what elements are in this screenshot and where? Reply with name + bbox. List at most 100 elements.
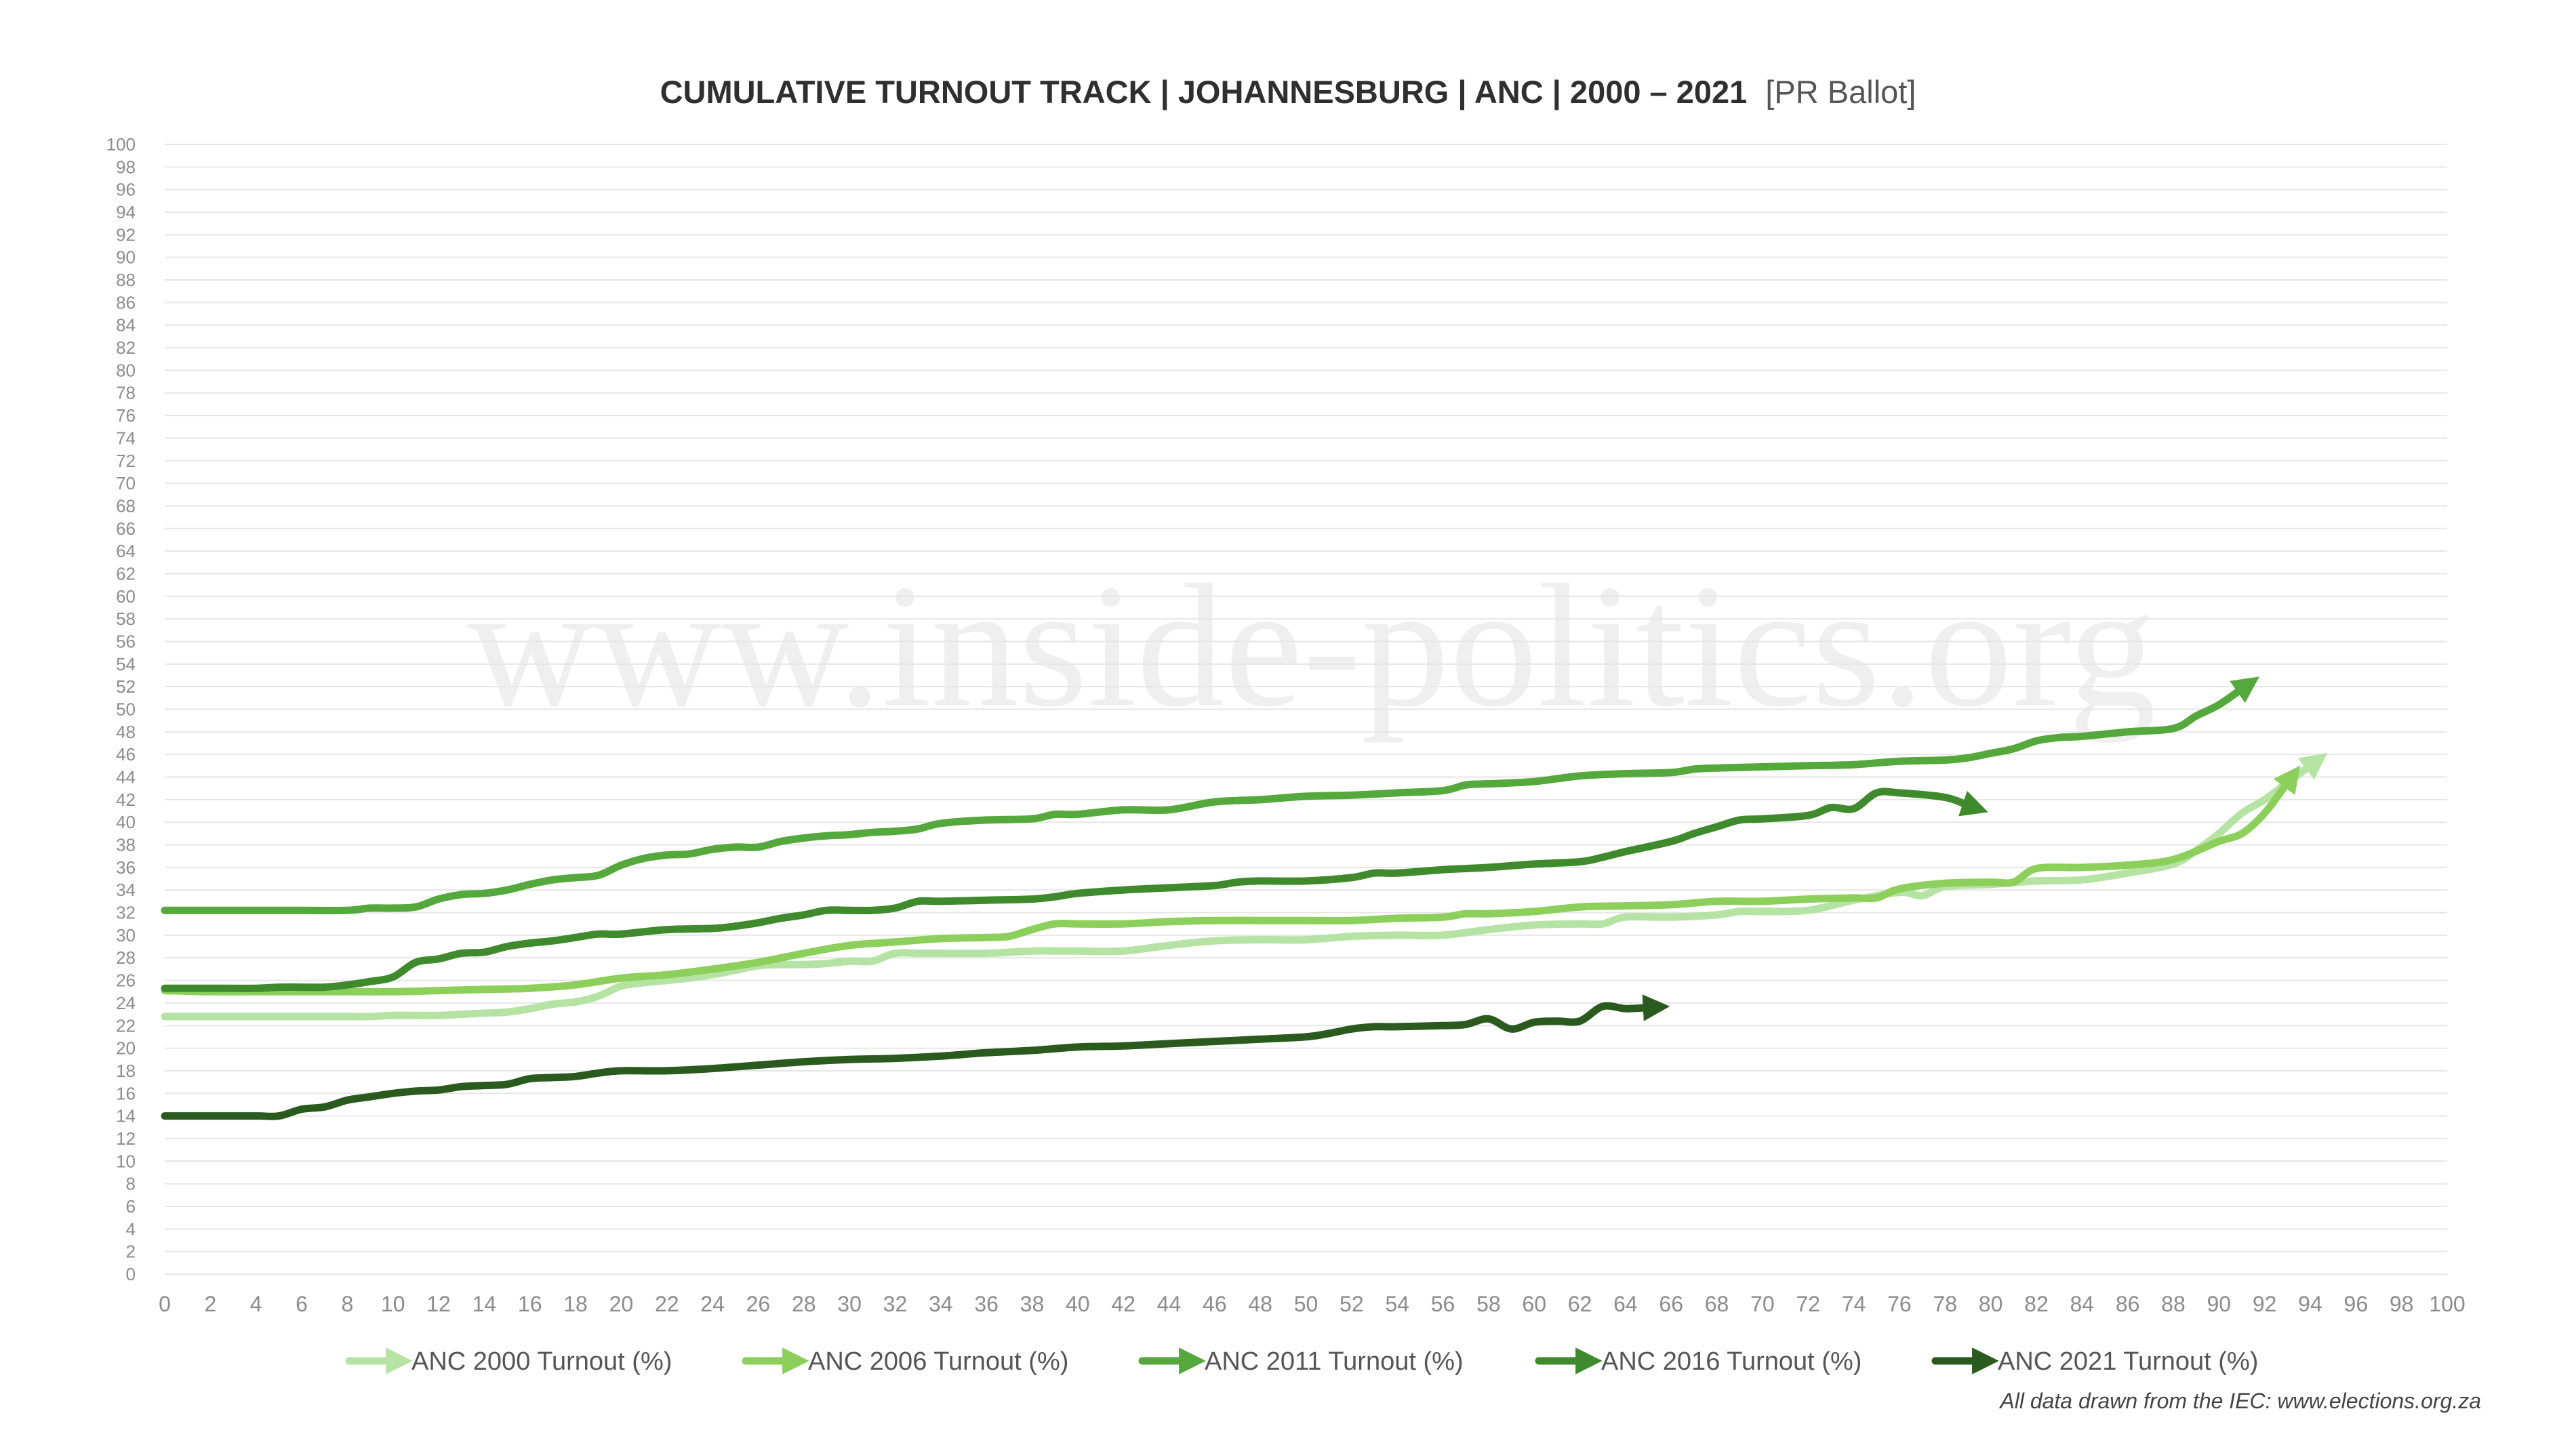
y-tick-label: 8 bbox=[126, 1174, 136, 1194]
x-tick-label: 56 bbox=[1431, 1292, 1455, 1316]
x-tick-label: 88 bbox=[2161, 1292, 2186, 1316]
x-tick-label: 42 bbox=[1111, 1292, 1135, 1316]
series-line-4 bbox=[161, 788, 1988, 992]
y-tick-label: 66 bbox=[116, 518, 136, 539]
y-tick-label: 76 bbox=[116, 405, 136, 426]
x-tick-label: 68 bbox=[1705, 1292, 1729, 1316]
chart-title-suffix: [PR Ballot] bbox=[1765, 74, 1916, 110]
y-tick-label: 78 bbox=[116, 383, 136, 403]
x-tick-label: 32 bbox=[883, 1292, 908, 1316]
y-tick-label: 56 bbox=[116, 631, 136, 651]
x-tick-label: 34 bbox=[929, 1292, 953, 1316]
y-tick-label: 14 bbox=[116, 1106, 136, 1126]
x-tick-label: 78 bbox=[1933, 1292, 1957, 1316]
y-tick-label: 26 bbox=[116, 971, 136, 991]
y-tick-label: 70 bbox=[116, 473, 136, 493]
y-tick-label: 32 bbox=[116, 903, 136, 923]
x-tick-label: 26 bbox=[746, 1292, 771, 1316]
y-tick-label: 28 bbox=[116, 947, 136, 968]
x-tick-label: 20 bbox=[609, 1292, 634, 1316]
legend-label: ANC 2000 Turnout (%) bbox=[411, 1347, 672, 1376]
y-tick-label: 40 bbox=[116, 812, 136, 832]
y-tick-label: 86 bbox=[116, 292, 136, 312]
y-tick-label: 10 bbox=[116, 1151, 136, 1171]
series-line-5 bbox=[161, 994, 1670, 1120]
y-tick-label: 4 bbox=[126, 1219, 136, 1239]
series-line-3 bbox=[161, 676, 2259, 914]
y-tick-label: 58 bbox=[116, 609, 136, 629]
chart-title-main: CUMULATIVE TURNOUT TRACK | JOHANNESBURG … bbox=[660, 74, 1748, 110]
x-tick-label: 54 bbox=[1385, 1292, 1409, 1316]
source-note: All data drawn from the IEC: www.electio… bbox=[1998, 1389, 2481, 1413]
y-tick-label: 50 bbox=[116, 699, 136, 720]
x-tick-label: 24 bbox=[700, 1292, 725, 1316]
y-tick-label: 74 bbox=[116, 428, 136, 448]
legend: ANC 2000 Turnout (%) ANC 2006 Turnout (%)… bbox=[345, 1347, 2258, 1376]
x-tick-label: 96 bbox=[2344, 1292, 2369, 1316]
y-tick-label: 24 bbox=[116, 993, 136, 1013]
x-tick-label: 50 bbox=[1294, 1292, 1319, 1316]
x-tick-label: 38 bbox=[1020, 1292, 1045, 1316]
x-axis-ticks: 0 2 4 6 8 10 12 14 16 18 20 22 24 26 28 30 32 34 36 38 40 42 4… bbox=[159, 1292, 2466, 1316]
x-tick-label: 74 bbox=[1842, 1292, 1866, 1316]
y-tick-label: 60 bbox=[116, 586, 136, 607]
x-tick-label: 80 bbox=[1979, 1292, 2003, 1316]
x-tick-label: 92 bbox=[2253, 1292, 2277, 1316]
y-tick-label: 80 bbox=[116, 360, 136, 380]
y-tick-label: 72 bbox=[116, 451, 136, 471]
y-tick-label: 18 bbox=[116, 1061, 136, 1081]
x-tick-label: 30 bbox=[837, 1292, 862, 1316]
x-tick-label: 82 bbox=[2024, 1292, 2049, 1316]
x-tick-label: 0 bbox=[159, 1292, 171, 1316]
y-tick-label: 36 bbox=[116, 857, 136, 878]
x-tick-label: 4 bbox=[250, 1292, 262, 1316]
y-tick-label: 34 bbox=[116, 880, 136, 900]
legend-label: ANC 2011 Turnout (%) bbox=[1205, 1347, 1464, 1376]
y-tick-label: 62 bbox=[116, 563, 136, 584]
y-tick-label: 52 bbox=[116, 676, 136, 697]
x-tick-label: 58 bbox=[1476, 1292, 1501, 1316]
chart-title: CUMULATIVE TURNOUT TRACK | JOHANNESBURG … bbox=[660, 74, 1916, 110]
y-tick-label: 68 bbox=[116, 495, 136, 516]
x-tick-label: 8 bbox=[341, 1292, 353, 1316]
series-line-2 bbox=[161, 765, 2301, 996]
y-tick-label: 92 bbox=[116, 224, 136, 245]
y-tick-label: 46 bbox=[116, 744, 136, 764]
x-tick-label: 16 bbox=[518, 1292, 542, 1316]
x-tick-label: 28 bbox=[792, 1292, 816, 1316]
x-tick-label: 52 bbox=[1340, 1292, 1364, 1316]
y-tick-label: 82 bbox=[116, 338, 136, 358]
x-tick-label: 14 bbox=[472, 1292, 497, 1316]
watermark: www.inside-politics.org bbox=[467, 548, 2156, 743]
legend-label: ANC 2016 Turnout (%) bbox=[1601, 1347, 1861, 1376]
y-tick-label: 84 bbox=[116, 315, 136, 335]
x-tick-label: 48 bbox=[1248, 1292, 1272, 1316]
x-tick-label: 22 bbox=[655, 1292, 679, 1316]
y-tick-label: 64 bbox=[116, 541, 136, 561]
y-tick-label: 90 bbox=[116, 247, 136, 268]
y-tick-label: 98 bbox=[116, 157, 136, 177]
y-tick-label: 96 bbox=[116, 180, 136, 200]
x-tick-label: 36 bbox=[974, 1292, 999, 1316]
x-tick-label: 84 bbox=[2070, 1292, 2094, 1316]
x-tick-label: 10 bbox=[381, 1292, 405, 1316]
y-tick-label: 100 bbox=[106, 134, 136, 155]
x-tick-label: 44 bbox=[1157, 1292, 1182, 1316]
y-tick-label: 0 bbox=[126, 1264, 136, 1284]
x-tick-label: 98 bbox=[2390, 1292, 2414, 1316]
y-tick-label: 44 bbox=[116, 767, 136, 788]
x-tick-label: 76 bbox=[1887, 1292, 1912, 1316]
x-tick-label: 94 bbox=[2298, 1292, 2322, 1316]
y-tick-label: 94 bbox=[116, 202, 136, 222]
y-tick-label: 30 bbox=[116, 925, 136, 945]
x-tick-label: 86 bbox=[2116, 1292, 2140, 1316]
y-tick-label: 20 bbox=[116, 1038, 136, 1059]
y-tick-label: 6 bbox=[126, 1196, 136, 1217]
gridlines bbox=[165, 144, 2447, 1275]
x-tick-label: 18 bbox=[563, 1292, 588, 1316]
x-tick-label: 66 bbox=[1659, 1292, 1683, 1316]
legend-label: ANC 2021 Turnout (%) bbox=[1998, 1347, 2258, 1376]
series-lines bbox=[161, 676, 2328, 1120]
x-tick-label: 62 bbox=[1568, 1292, 1592, 1316]
